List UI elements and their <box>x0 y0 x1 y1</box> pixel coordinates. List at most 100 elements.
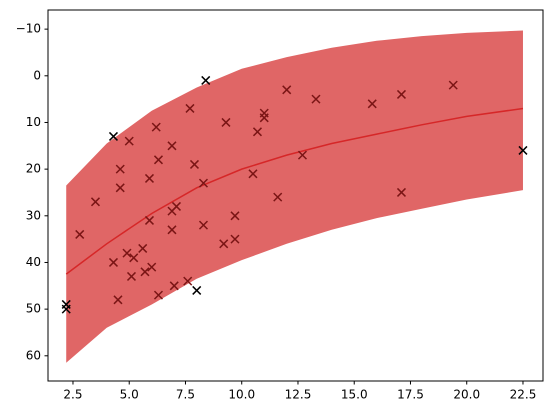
marker-stroke <box>122 248 132 258</box>
point <box>189 159 200 169</box>
point <box>61 304 71 314</box>
marker-stroke <box>167 141 177 151</box>
point <box>108 257 119 267</box>
marker-stroke <box>61 304 71 314</box>
marker-stroke <box>108 131 119 141</box>
point <box>171 201 182 211</box>
marker-stroke <box>115 164 125 174</box>
x-tick-label: 7.5 <box>176 388 195 402</box>
point <box>151 122 161 132</box>
marker-stroke <box>183 276 193 286</box>
point <box>198 178 209 188</box>
point <box>140 267 150 277</box>
plot-frame <box>47 9 544 382</box>
point <box>169 281 179 291</box>
marker-stroke <box>115 183 125 193</box>
marker-stroke <box>518 145 528 155</box>
marker-stroke <box>189 159 200 169</box>
point <box>185 103 195 113</box>
point <box>311 94 321 104</box>
point <box>115 164 125 174</box>
marker-stroke <box>151 122 161 132</box>
point <box>518 145 528 155</box>
marker-stroke <box>167 225 177 235</box>
marker-stroke <box>108 257 119 267</box>
y-tick-label: 0 <box>33 68 41 82</box>
y-tick-label: 50 <box>26 302 41 316</box>
marker-stroke <box>75 229 85 239</box>
x-tick-label: 17.5 <box>397 388 424 402</box>
marker-stroke <box>192 285 202 295</box>
point <box>122 248 132 258</box>
y-tick-label: 60 <box>26 348 41 362</box>
marker-stroke <box>448 80 458 90</box>
marker-stroke <box>185 103 195 113</box>
point <box>230 211 240 221</box>
point <box>124 136 134 146</box>
point <box>201 75 211 85</box>
marker-stroke <box>273 192 283 202</box>
point <box>75 229 85 239</box>
marker-stroke <box>219 239 229 249</box>
marker-stroke <box>311 94 321 104</box>
point <box>147 262 157 272</box>
y-tick-label: 40 <box>26 255 41 269</box>
point <box>153 155 164 165</box>
marker-stroke <box>248 169 258 179</box>
point <box>259 108 269 118</box>
x-tick-label: 12.5 <box>285 388 312 402</box>
x-tick-label: 10.0 <box>228 388 255 402</box>
point <box>138 243 148 253</box>
point <box>230 234 240 244</box>
x-tick-label: 20.0 <box>453 388 480 402</box>
point <box>153 290 164 300</box>
point <box>144 215 155 225</box>
x-tick-label: 2.5 <box>63 388 82 402</box>
marker-stroke <box>230 211 240 221</box>
marker-stroke <box>138 243 148 253</box>
marker-stroke <box>140 267 150 277</box>
marker-stroke <box>201 75 211 85</box>
marker-stroke <box>126 271 137 281</box>
point <box>183 276 193 286</box>
marker-stroke <box>90 197 101 207</box>
point <box>113 295 123 305</box>
point <box>144 173 155 183</box>
marker-stroke <box>124 136 134 146</box>
y-tick-label: 30 <box>26 208 41 222</box>
marker-stroke <box>169 281 179 291</box>
marker-stroke <box>144 215 155 225</box>
point <box>219 239 229 249</box>
point <box>221 117 231 127</box>
point <box>115 183 125 193</box>
marker-stroke <box>129 253 139 263</box>
point <box>248 169 258 179</box>
marker-stroke <box>153 155 164 165</box>
marker-stroke <box>297 150 308 160</box>
marker-stroke <box>230 234 240 244</box>
point <box>396 89 407 99</box>
point <box>282 85 292 95</box>
point <box>273 192 283 202</box>
point <box>448 80 458 90</box>
x-tick-label: 15.0 <box>341 388 368 402</box>
point <box>367 99 377 109</box>
marker-stroke <box>198 220 209 230</box>
marker-stroke <box>367 99 377 109</box>
point <box>198 220 209 230</box>
point <box>90 197 101 207</box>
y-tick-label: 10 <box>26 115 41 129</box>
marker-stroke <box>113 295 123 305</box>
confidence-band <box>66 30 523 363</box>
marker-stroke <box>396 89 407 99</box>
marker-stroke <box>153 290 164 300</box>
marker-stroke <box>198 178 209 188</box>
marker-stroke <box>252 127 263 137</box>
point <box>297 150 308 160</box>
y-tick-label: 20 <box>26 162 41 176</box>
marker-stroke <box>144 173 155 183</box>
point <box>129 253 139 263</box>
point <box>167 225 177 235</box>
fit-line <box>65 107 524 275</box>
